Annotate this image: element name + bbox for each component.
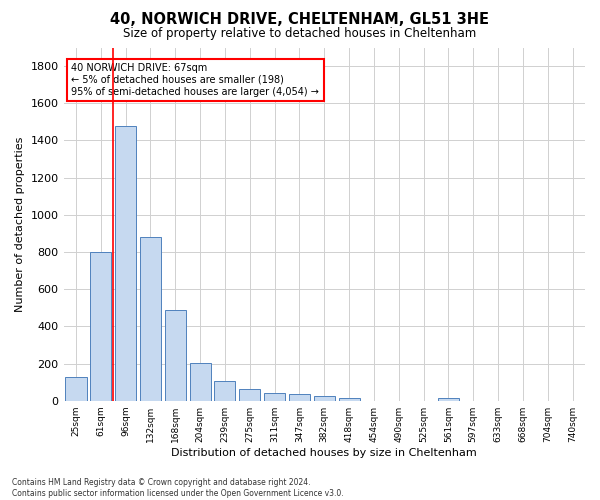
Bar [115, 126, 136, 400]
Text: 40 NORWICH DRIVE: 67sqm
← 5% of detached houses are smaller (198)
95% of semi-de: 40 NORWICH DRIVE: 67sqm ← 5% of detached… [71, 64, 319, 96]
Bar [90, 252, 112, 400]
Bar [214, 381, 235, 400]
Text: 40, NORWICH DRIVE, CHELTENHAM, GL51 3HE: 40, NORWICH DRIVE, CHELTENHAM, GL51 3HE [110, 12, 490, 28]
Bar [289, 394, 310, 400]
Text: Contains HM Land Registry data © Crown copyright and database right 2024.
Contai: Contains HM Land Registry data © Crown c… [12, 478, 344, 498]
Bar [190, 362, 211, 401]
Bar [264, 394, 285, 400]
Bar [239, 388, 260, 400]
Y-axis label: Number of detached properties: Number of detached properties [15, 136, 25, 312]
Text: Size of property relative to detached houses in Cheltenham: Size of property relative to detached ho… [124, 28, 476, 40]
X-axis label: Distribution of detached houses by size in Cheltenham: Distribution of detached houses by size … [172, 448, 477, 458]
Bar [140, 237, 161, 400]
Bar [314, 396, 335, 400]
Bar [338, 398, 359, 400]
Bar [438, 398, 459, 400]
Bar [165, 310, 186, 400]
Bar [65, 378, 86, 400]
